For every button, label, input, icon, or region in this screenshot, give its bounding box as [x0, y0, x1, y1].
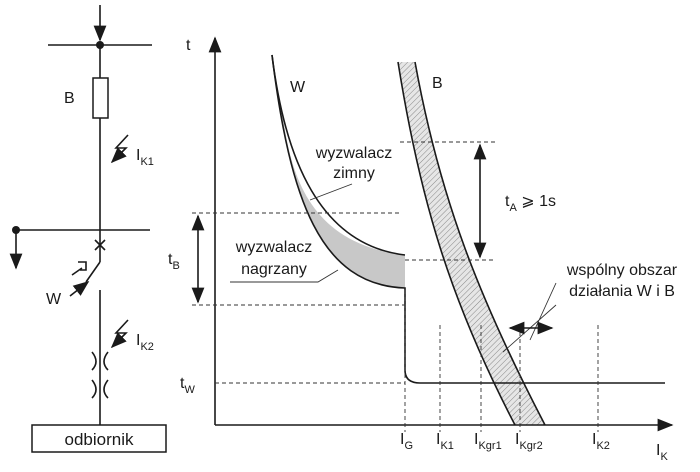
- label: działania W i B: [569, 283, 675, 300]
- path: [272, 55, 405, 288]
- text: tW: [180, 375, 195, 396]
- label: wyzwalacz: [315, 145, 392, 162]
- label: G: [404, 440, 413, 452]
- label: I: [592, 431, 596, 448]
- label: t: [168, 251, 173, 268]
- label: I: [515, 431, 519, 448]
- text: IK: [656, 442, 668, 463]
- text: tA ⩾ 1s: [505, 193, 556, 214]
- path: [71, 261, 101, 283]
- label: ⩾ 1s: [517, 193, 556, 210]
- text: IK2: [136, 332, 154, 353]
- path: [91, 351, 109, 371]
- x-mark-label: IKgr1: [474, 431, 502, 452]
- label: I: [400, 431, 404, 448]
- label: t: [180, 375, 185, 392]
- path: [230, 269, 339, 283]
- label: t: [186, 37, 191, 54]
- text: tB: [168, 251, 180, 272]
- label: A: [509, 202, 517, 214]
- path: [502, 282, 557, 353]
- label: W: [46, 291, 62, 308]
- text: IK1: [136, 147, 154, 168]
- path: [309, 183, 353, 201]
- label: K1: [440, 440, 453, 452]
- label: wspólny obszar: [566, 262, 678, 279]
- label: odbiornik: [65, 430, 134, 449]
- label: nagrzany: [241, 261, 307, 278]
- path: [69, 281, 90, 297]
- path: [94, 239, 106, 251]
- label: wyzwalacz: [235, 239, 312, 256]
- label: Kgr2: [519, 440, 542, 452]
- x-mark-label: IK1: [436, 431, 454, 452]
- rect: [31, 424, 167, 453]
- label: K2: [140, 341, 153, 353]
- g: IG IK1 IKgr1 IKgr2 IK2: [400, 431, 610, 452]
- label: t: [505, 193, 510, 210]
- label: I: [656, 442, 660, 459]
- label: B: [172, 260, 179, 272]
- label: K2: [596, 440, 609, 452]
- path: [398, 62, 545, 425]
- label: W: [290, 79, 306, 96]
- label: zimny: [333, 165, 375, 182]
- label: I: [474, 431, 478, 448]
- label: Kgr1: [478, 440, 501, 452]
- rect: [92, 77, 109, 119]
- path: [271, 54, 665, 384]
- label: I: [436, 431, 440, 448]
- path: [110, 319, 129, 349]
- path: [91, 379, 109, 399]
- path: [110, 134, 129, 164]
- x-mark-label: IK2: [592, 431, 610, 452]
- label: W: [184, 384, 195, 396]
- x-mark-label: IKgr2: [515, 431, 543, 452]
- label: K1: [140, 156, 153, 168]
- label: K: [660, 451, 668, 463]
- path: [397, 61, 516, 426]
- label: B: [432, 75, 443, 92]
- label: I: [136, 147, 140, 164]
- label: I: [136, 332, 140, 349]
- x-mark-label: IG: [400, 431, 413, 452]
- label: B: [64, 90, 75, 107]
